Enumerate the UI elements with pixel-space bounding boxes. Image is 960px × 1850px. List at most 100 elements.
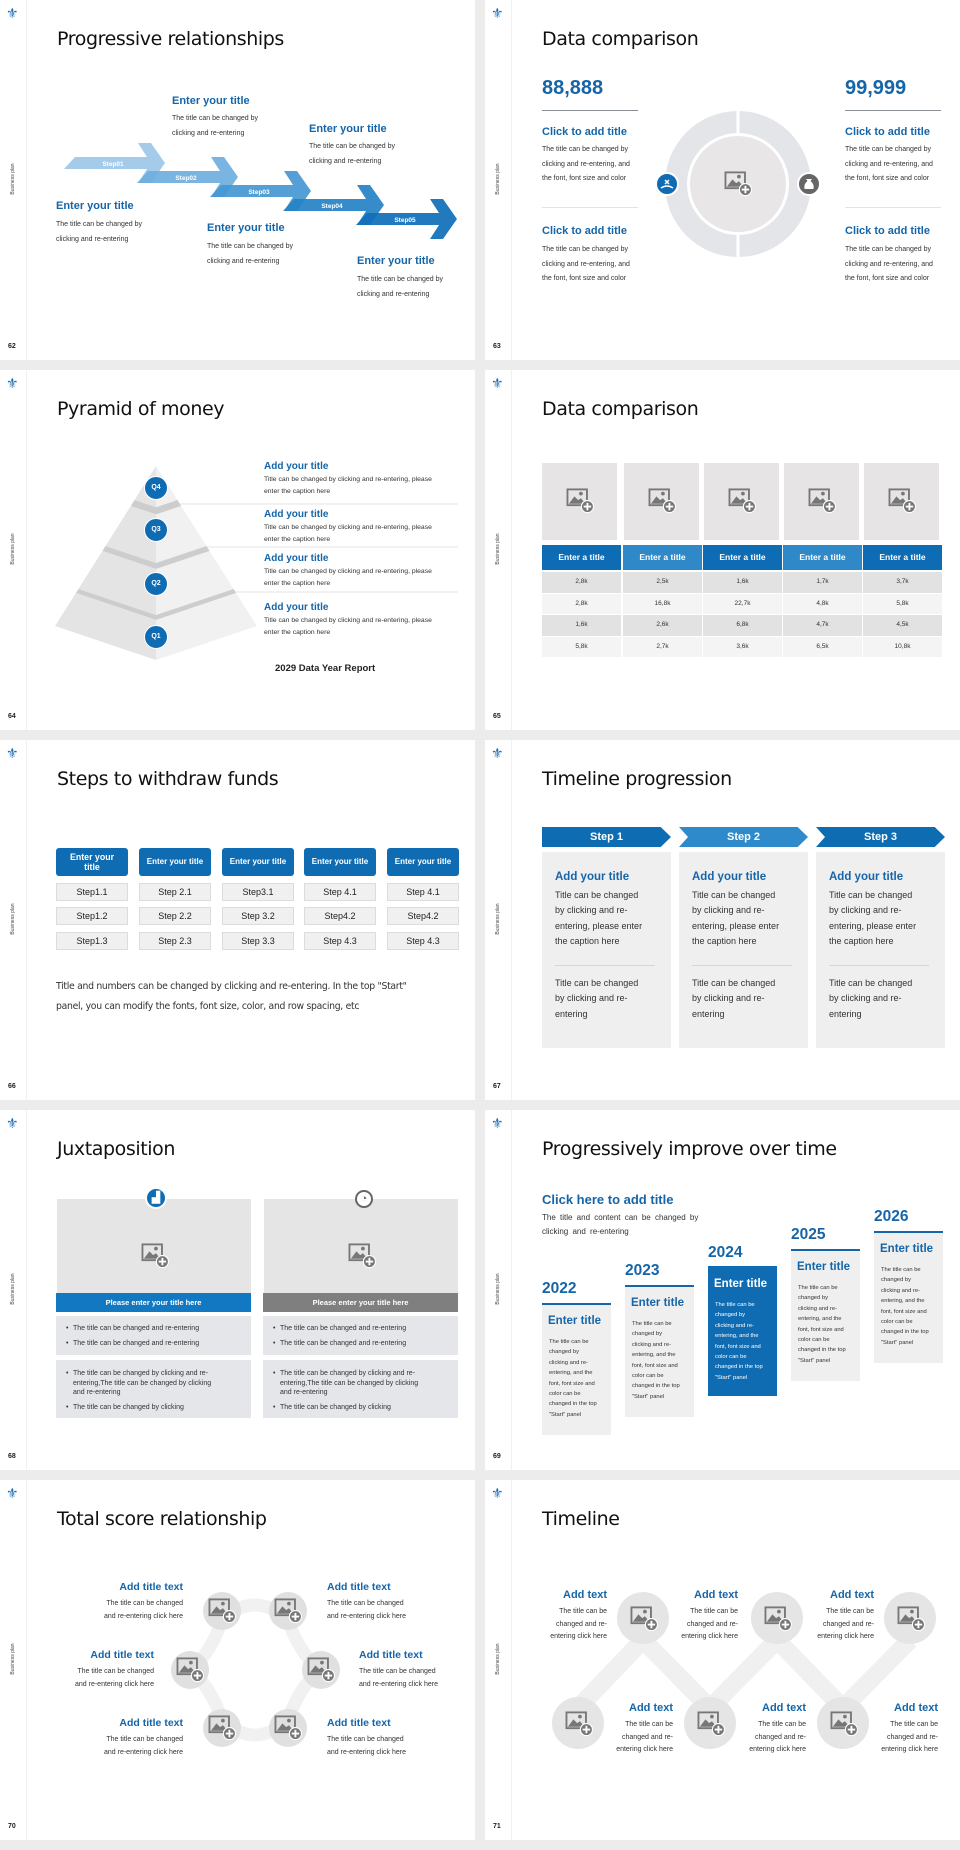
card-body[interactable]: Title can be changed by clicking and re-… — [692, 890, 780, 947]
image-placeholder[interactable] — [171, 1651, 209, 1689]
table-cell[interactable]: 4,7k — [783, 615, 863, 636]
slide-title[interactable]: Data comparison — [542, 398, 699, 420]
year-label[interactable]: 2024 — [708, 1244, 743, 1261]
level-badge-q2[interactable]: Q2 — [144, 572, 168, 596]
step-arrow[interactable] — [283, 185, 384, 225]
step-arrow[interactable] — [137, 157, 238, 197]
bullet-item[interactable]: • The title can be changed and re-enterin… — [273, 1340, 406, 1347]
step-chevron[interactable]: Step 1 — [542, 827, 671, 847]
node-title[interactable]: Add text — [694, 1589, 738, 1601]
item-title[interactable]: Click to add title — [542, 126, 627, 138]
step-box[interactable]: Step4.2 — [387, 907, 459, 925]
slide-title[interactable]: Total score relationship — [57, 1508, 267, 1530]
block-title[interactable]: Enter your title — [207, 222, 285, 234]
image-placeholder[interactable] — [269, 1709, 307, 1747]
item-title[interactable]: Add your title — [264, 509, 329, 520]
table-header[interactable]: Enter a title — [623, 545, 703, 570]
card-body[interactable]: Title can be changed by clicking and re-… — [829, 890, 917, 947]
slide-67[interactable]: ⚜ Business plan 67 Timeline progression … — [485, 740, 960, 1100]
year-label[interactable]: 2022 — [542, 1280, 577, 1297]
step-box[interactable]: Step 2.2 — [139, 907, 211, 925]
slide-title[interactable]: Data comparison — [542, 28, 699, 50]
card-title[interactable]: Add your title — [555, 871, 630, 883]
node-title[interactable]: Add title text — [119, 1717, 183, 1729]
item-title[interactable]: Add your title — [264, 553, 329, 564]
slide-title[interactable]: Progressive relationships — [57, 28, 284, 50]
step-box[interactable]: Step1.1 — [56, 883, 128, 901]
slide-title[interactable]: Timeline — [542, 1508, 620, 1530]
slide-69[interactable]: ⚜ Business plan 69 Progressively improve… — [485, 1110, 960, 1470]
bullet-item[interactable]: • The title can be changed by clicking — [66, 1403, 184, 1413]
step-card[interactable]: Add your title Title can be changed by cl… — [679, 852, 808, 1048]
card-body-secondary[interactable]: Title can be changed by clicking and re-… — [692, 978, 776, 1019]
step-chevron[interactable]: Step 2 — [679, 827, 808, 847]
step-box[interactable]: Step 3.2 — [222, 907, 294, 925]
bullet-item[interactable]: • The title can be changed by clicking — [273, 1403, 391, 1413]
image-placeholder[interactable] — [269, 1592, 307, 1630]
year-label[interactable]: 2023 — [625, 1262, 660, 1279]
table-cell[interactable]: 1,6k — [703, 572, 783, 593]
block-title[interactable]: Enter your title — [56, 200, 134, 212]
node-desc[interactable]: The title can be changed and re-entering… — [327, 1600, 406, 1620]
year-card[interactable]: Enter title The title can be changed by c… — [874, 1233, 943, 1363]
table-cell[interactable]: 4,5k — [863, 615, 943, 636]
image-placeholder[interactable] — [552, 1697, 604, 1749]
step-arrow[interactable] — [210, 171, 311, 211]
slide-65[interactable]: ⚜ Business plan 65 Data comparison Enter… — [485, 370, 960, 730]
image-placeholder[interactable] — [751, 1592, 803, 1644]
image-placeholder[interactable] — [684, 1697, 736, 1749]
step-arrow[interactable] — [64, 143, 165, 183]
step-box[interactable]: Step1.3 — [56, 932, 128, 950]
node-desc[interactable]: The title can be changed and re-entering… — [327, 1736, 406, 1756]
card-body[interactable]: The title can be changed by clicking and… — [549, 1339, 597, 1418]
item-title[interactable]: Add your title — [264, 461, 329, 472]
step-box[interactable]: Step 2.1 — [139, 883, 211, 901]
card-body-secondary[interactable]: Title can be changed by clicking and re-… — [555, 978, 639, 1019]
step-box[interactable]: Step 2.3 — [139, 932, 211, 950]
step-chevron[interactable]: Step 3 — [816, 827, 945, 847]
node-desc[interactable]: The title can be changed and re- enterin… — [550, 1608, 607, 1640]
table-cell[interactable]: 22,7k — [703, 593, 783, 614]
item-desc[interactable]: The title can be changed by clicking and… — [542, 146, 630, 182]
node-desc[interactable]: The title can be changed and re- enterin… — [817, 1608, 874, 1640]
table-cell[interactable]: 1,7k — [783, 572, 863, 593]
node-title[interactable]: Add title text — [327, 1581, 391, 1593]
column-header[interactable]: Enter your title — [304, 848, 376, 876]
item-desc[interactable]: The title can be changed by clicking and… — [542, 246, 630, 282]
card-title[interactable]: Enter title — [797, 1261, 851, 1273]
image-placeholder[interactable] — [784, 463, 859, 540]
column-header[interactable]: Enter your title — [222, 848, 294, 876]
bullet-item[interactable]: • The title can be changed and re-enterin… — [273, 1325, 406, 1332]
table-cell[interactable]: 4,8k — [783, 593, 863, 614]
table-cell[interactable]: 10,8k — [863, 636, 943, 657]
card-title[interactable]: Add your title — [829, 871, 904, 883]
node-desc[interactable]: The title can be changed and re-entering… — [75, 1668, 154, 1688]
table-cell[interactable]: 2,7k — [623, 636, 703, 657]
table-header[interactable]: Enter a title — [542, 545, 622, 570]
node-title[interactable]: Add title text — [327, 1717, 391, 1729]
card-title[interactable]: Enter title — [548, 1315, 602, 1327]
year-card[interactable]: Enter title The title can be changed by c… — [542, 1305, 611, 1435]
table-cell[interactable]: 6,5k — [783, 636, 863, 657]
item-title[interactable]: Click to add title — [845, 126, 930, 138]
report-caption[interactable]: 2029 Data Year Report — [275, 663, 376, 674]
block-title[interactable]: Enter your title — [357, 255, 435, 267]
card-body[interactable]: The title can be changed by clicking and… — [798, 1285, 846, 1364]
bullet-item[interactable]: • The title can be changed by clicking an… — [273, 1369, 418, 1398]
node-desc[interactable]: The title can be changed and re- enterin… — [749, 1721, 806, 1753]
item-desc[interactable]: Title can be changed by clicking and re-… — [264, 476, 432, 495]
year-card[interactable]: Enter title The title can be changed by c… — [625, 1287, 694, 1417]
level-badge-q1[interactable]: Q1 — [144, 625, 168, 649]
slide-title[interactable]: Juxtaposition — [57, 1138, 176, 1160]
card-body[interactable]: The title can be changed by clicking and… — [715, 1302, 763, 1381]
table-cell[interactable]: 5,8k — [863, 593, 943, 614]
image-placeholder[interactable] — [302, 1651, 340, 1689]
table-cell[interactable]: 3,6k — [703, 636, 783, 657]
item-desc[interactable]: The title can be changed by clicking and… — [845, 146, 933, 182]
table-cell[interactable]: 5,8k — [542, 636, 622, 657]
image-placeholder[interactable] — [203, 1592, 241, 1630]
slide-title[interactable]: Pyramid of money — [57, 398, 225, 420]
column-header[interactable]: Enter your title — [387, 848, 459, 876]
step-box[interactable]: Step 4.1 — [387, 883, 459, 901]
slide-66[interactable]: ⚜ Business plan 66 Steps to withdraw fun… — [0, 740, 475, 1100]
